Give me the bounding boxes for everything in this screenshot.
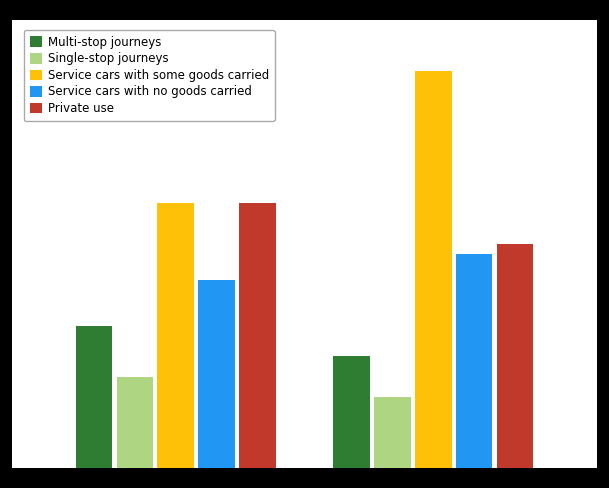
Bar [374, 397, 410, 468]
Bar [333, 356, 370, 468]
Bar [76, 325, 113, 468]
Bar [199, 280, 235, 468]
Bar [496, 244, 533, 468]
Bar [239, 203, 276, 468]
Bar [456, 254, 493, 468]
Bar [116, 377, 153, 468]
Bar [158, 203, 194, 468]
Legend: Multi-stop journeys, Single-stop journeys, Service cars with some goods carried,: Multi-stop journeys, Single-stop journey… [24, 30, 275, 121]
Bar [415, 71, 451, 468]
